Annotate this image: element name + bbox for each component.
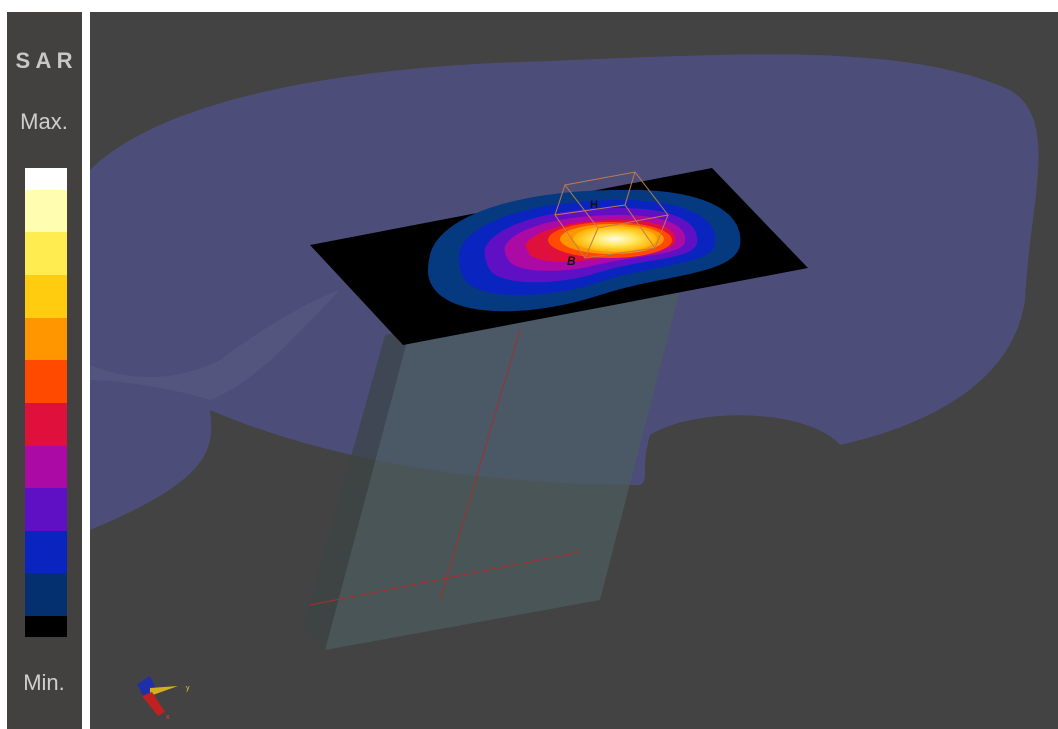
axis-triad: [137, 676, 178, 716]
max-label: Max.: [20, 109, 68, 134]
ear-shell: [90, 290, 340, 400]
colorbar: [25, 168, 67, 637]
device-side: [303, 330, 410, 650]
device-axis: [309, 551, 581, 606]
axis-label: y: [186, 685, 190, 692]
probe-label: H: [590, 199, 598, 211]
probe-label: B: [567, 254, 576, 268]
device-body: [325, 290, 680, 650]
axis-label: x: [166, 714, 170, 721]
device-axis: [439, 329, 521, 601]
sidebar-title: S A R: [15, 48, 72, 73]
min-label: Min.: [23, 670, 65, 695]
probe-box: [554, 171, 669, 259]
sar-distribution: [427, 189, 741, 312]
